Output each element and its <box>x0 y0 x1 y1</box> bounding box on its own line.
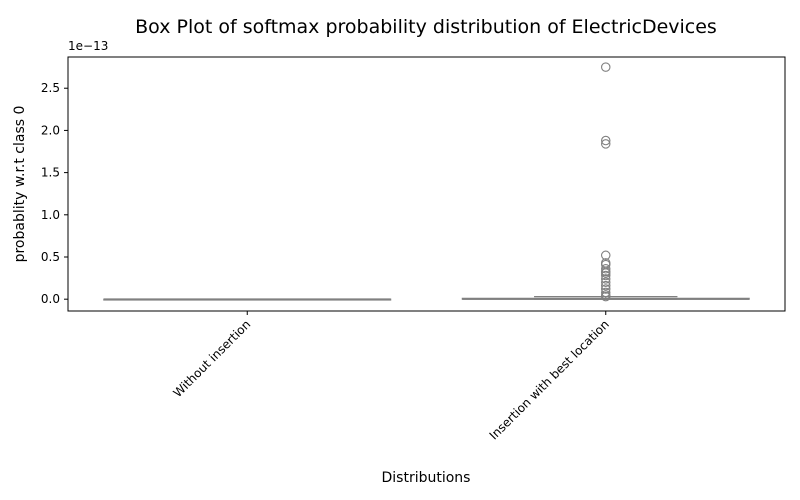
x-axis-label: Distributions <box>382 470 471 486</box>
outlier-point <box>600 264 611 274</box>
outlier-point <box>600 62 611 72</box>
outlier-point <box>600 284 611 294</box>
x-tick-label: Without insertion <box>170 317 253 400</box>
outlier-point <box>600 250 611 261</box>
outlier-point <box>600 277 611 288</box>
y-tick-label: 1.0 <box>41 208 60 222</box>
y-tick-label: 0.5 <box>41 250 60 264</box>
plot-frame <box>67 56 786 312</box>
outlier-point <box>600 274 611 284</box>
outlier-point <box>600 270 611 281</box>
outlier-point <box>600 291 611 302</box>
y-axis-ticks: 0.0 0.5 1.0 1.5 2.0 2.5 <box>41 81 68 306</box>
x-axis-ticks: Without insertion Insertion with best loc… <box>170 311 612 443</box>
y-tick-label: 2.5 <box>41 81 60 95</box>
outlier-point <box>600 287 611 298</box>
y-tick-label: 0.0 <box>41 292 60 306</box>
outlier-point <box>600 135 611 146</box>
outlier-point <box>600 280 611 291</box>
box-group-1 <box>461 62 750 302</box>
y-axis-label: probablity w.r.t class 0 <box>12 106 28 263</box>
box-plot-boxes <box>103 62 750 302</box>
chart-title: Box Plot of softmax probability distribu… <box>135 16 717 38</box>
y-axis-offset-label: 1e−13 <box>68 39 108 53</box>
box-group-0 <box>103 298 392 301</box>
y-tick-label: 2.0 <box>41 123 60 137</box>
y-tick-label: 1.5 <box>41 166 60 180</box>
outlier-point <box>600 139 611 149</box>
x-tick-label: Insertion with best location <box>487 317 612 442</box>
outlier-point <box>600 268 611 278</box>
